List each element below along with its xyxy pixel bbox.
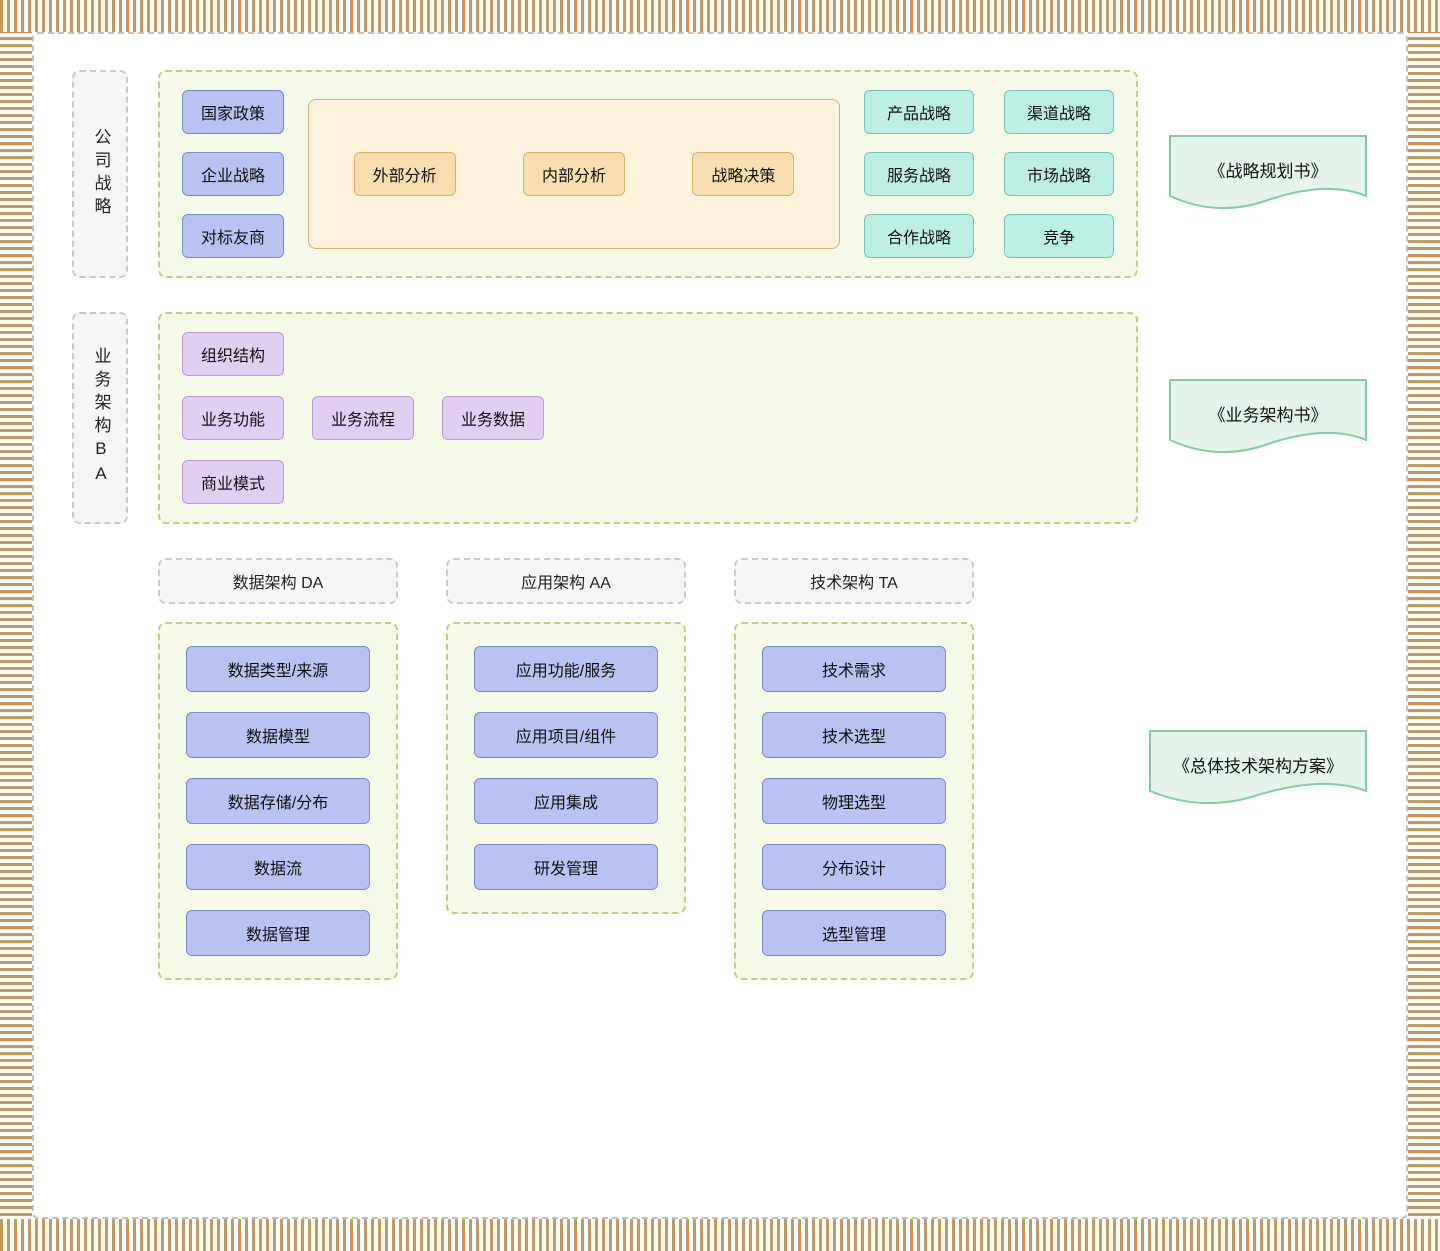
subarch-columns: 数据架构 DA 数据类型/来源 数据模型 数据存储/分布 数据流 数据管理 应用… [158,558,1118,980]
pill-competition: 竞争 [1004,214,1114,258]
pill-biz-function: 业务功能 [182,396,284,440]
side-label-business: 业务架构BA [72,312,128,524]
doc-business-architecture: 《业务架构书》 [1168,374,1368,462]
pill-app-integrate: 应用集成 [474,778,658,824]
col-app-architecture: 应用架构 AA 应用功能/服务 应用项目/组件 应用集成 研发管理 [446,558,686,980]
strategy-analysis-box: 外部分析 内部分析 战略决策 [308,99,840,249]
business-row2: 业务功能 业务流程 业务数据 [182,396,544,440]
doc-strategy-plan: 《战略规划书》 [1168,130,1368,218]
strategy-right-grid: 产品战略 渠道战略 服务战略 市场战略 合作战略 竞争 [864,90,1114,258]
title-ta: 技术架构 TA [734,558,974,604]
side-label-business-text: 业务架构BA [86,347,115,489]
pill-data-type: 数据类型/来源 [186,646,370,692]
strategy-left-column: 国家政策 企业战略 对标友商 [182,90,284,258]
pill-rd-manage: 研发管理 [474,844,658,890]
pill-data-flow: 数据流 [186,844,370,890]
pill-channel-strategy: 渠道战略 [1004,90,1114,134]
col-data-architecture: 数据架构 DA 数据类型/来源 数据模型 数据存储/分布 数据流 数据管理 [158,558,398,980]
pill-app-function: 应用功能/服务 [474,646,658,692]
pill-service-strategy: 服务战略 [864,152,974,196]
row-company-strategy: 公司战略 国家政策 企业战略 对标友商 外部分析 内部分析 战略决策 产品战略 … [72,70,1368,278]
pill-coop-strategy: 合作战略 [864,214,974,258]
pill-corporate-strategy: 企业战略 [182,152,284,196]
body-ta: 技术需求 技术选型 物理选型 分布设计 选型管理 [734,622,974,980]
pill-biz-model: 商业模式 [182,460,284,504]
pill-select-manage: 选型管理 [762,910,946,956]
pill-dist-design: 分布设计 [762,844,946,890]
pill-data-manage: 数据管理 [186,910,370,956]
pill-biz-process: 业务流程 [312,396,414,440]
strategy-panel: 国家政策 企业战略 对标友商 外部分析 内部分析 战略决策 产品战略 渠道战略 … [158,70,1138,278]
pill-external-analysis: 外部分析 [354,152,456,196]
pill-app-component: 应用项目/组件 [474,712,658,758]
pill-data-model: 数据模型 [186,712,370,758]
pill-product-strategy: 产品战略 [864,90,974,134]
title-da: 数据架构 DA [158,558,398,604]
pill-strategic-decision: 战略决策 [692,152,794,196]
business-row3: 商业模式 [182,460,284,504]
pill-national-policy: 国家政策 [182,90,284,134]
pill-internal-analysis: 内部分析 [523,152,625,196]
business-row1: 组织结构 [182,332,284,376]
pill-org-structure: 组织结构 [182,332,284,376]
pill-data-storage: 数据存储/分布 [186,778,370,824]
left-spacer [72,558,128,980]
pill-tech-req: 技术需求 [762,646,946,692]
row-sub-architectures: 数据架构 DA 数据类型/来源 数据模型 数据存储/分布 数据流 数据管理 应用… [72,558,1368,980]
side-label-strategy-text: 公司战略 [86,128,115,220]
diagram-content: 公司战略 国家政策 企业战略 对标友商 外部分析 内部分析 战略决策 产品战略 … [72,70,1368,1191]
title-aa: 应用架构 AA [446,558,686,604]
business-panel: 组织结构 业务功能 业务流程 业务数据 商业模式 [158,312,1138,524]
doc-overall-tech-architecture-label: 《总体技术架构方案》 [1173,752,1343,787]
col-tech-architecture: 技术架构 TA 技术需求 技术选型 物理选型 分布设计 选型管理 [734,558,974,980]
body-da: 数据类型/来源 数据模型 数据存储/分布 数据流 数据管理 [158,622,398,980]
doc-strategy-plan-label: 《战略规划书》 [1209,157,1328,192]
pill-phys-select: 物理选型 [762,778,946,824]
body-aa: 应用功能/服务 应用项目/组件 应用集成 研发管理 [446,622,686,914]
side-label-strategy: 公司战略 [72,70,128,278]
row-business-architecture: 业务架构BA 组织结构 业务功能 业务流程 业务数据 商业模式 《业务架构书》 [72,312,1368,524]
pill-benchmark: 对标友商 [182,214,284,258]
doc-business-architecture-label: 《业务架构书》 [1209,401,1328,436]
pill-market-strategy: 市场战略 [1004,152,1114,196]
pill-tech-select: 技术选型 [762,712,946,758]
pill-biz-data: 业务数据 [442,396,544,440]
doc-overall-tech-architecture: 《总体技术架构方案》 [1148,725,1368,813]
